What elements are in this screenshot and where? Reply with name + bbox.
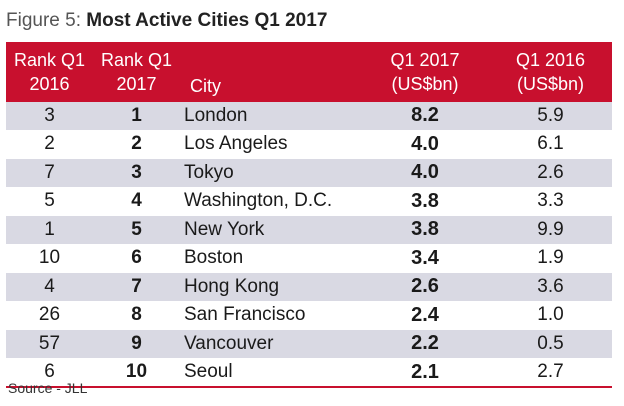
cell-q1-2017: 3.8 [361,215,489,245]
table-row: 2 2 Los Angeles 4.0 6.1 [6,130,612,159]
table-header: Rank Q1 2016 Rank Q1 2017 City Q1 2017 (US$… [6,42,612,102]
table-row: 1 5 New York 3.8 9.9 [6,215,612,245]
cell-city: Washington, D.C. [180,187,361,216]
source-note: Source - JLL [8,380,88,396]
cell-rank-2017: 8 [93,301,180,330]
cell-city: New York [180,215,361,245]
table-body: 3 1 London 8.2 5.9 2 2 Los Angeles 4.0 6.1 7 3 Tokyo… [6,102,612,388]
header-city: City [180,42,361,102]
header-row: Rank Q1 2016 Rank Q1 2017 City Q1 2017 (US$… [6,42,612,102]
header-q1-2017: Q1 2017 (US$bn) [361,42,489,102]
cell-rank-2016: 7 [6,158,93,188]
cell-q1-2017: 4.0 [361,130,489,159]
cell-city: Tokyo [180,158,361,188]
cell-city: Los Angeles [180,130,361,159]
cell-q1-2017: 4.0 [361,158,489,188]
cell-rank-2017: 3 [93,158,180,188]
cell-rank-2016: 3 [6,102,93,131]
cell-city: Hong Kong [180,272,361,302]
cell-q1-2016: 3.3 [489,187,612,216]
cell-rank-2016: 5 [6,187,93,216]
cell-q1-2017: 3.8 [361,187,489,216]
cell-rank-2017: 5 [93,215,180,245]
cell-rank-2017: 7 [93,272,180,302]
cell-rank-2016: 4 [6,272,93,302]
cell-city: Vancouver [180,329,361,359]
cell-q1-2017: 2.1 [361,358,489,388]
table-row: 57 9 Vancouver 2.2 0.5 [6,329,612,359]
cell-q1-2016: 2.6 [489,158,612,188]
table-row: 26 8 San Francisco 2.4 1.0 [6,301,612,330]
figure-title: Figure 5: Most Active Cities Q1 2017 [6,6,327,36]
cell-rank-2017: 6 [93,244,180,273]
table-row: 10 6 Boston 3.4 1.9 [6,244,612,273]
cell-q1-2017: 3.4 [361,244,489,273]
cell-q1-2017: 8.2 [361,102,489,131]
most-active-cities-table: Rank Q1 2016 Rank Q1 2017 City Q1 2017 (US$… [6,42,612,388]
cell-q1-2017: 2.6 [361,272,489,302]
cell-rank-2016: 1 [6,215,93,245]
cell-q1-2017: 2.2 [361,329,489,359]
figure-label: Figure 5: [6,10,87,31]
cell-rank-2016: 6 [6,358,93,388]
table-row: 3 1 London 8.2 5.9 [6,102,612,131]
header-q1-2016: Q1 2016 (US$bn) [489,42,612,102]
header-rank-2017: Rank Q1 2017 [93,42,180,102]
cell-q1-2016: 6.1 [489,130,612,159]
cell-rank-2017: 1 [93,102,180,131]
cell-q1-2016: 9.9 [489,215,612,245]
table-row: 5 4 Washington, D.C. 3.8 3.3 [6,187,612,216]
cell-q1-2016: 5.9 [489,102,612,131]
cell-rank-2017: 4 [93,187,180,216]
cell-city: San Francisco [180,301,361,330]
table-row: 7 3 Tokyo 4.0 2.6 [6,158,612,188]
cell-q1-2016: 1.9 [489,244,612,273]
cell-city: Seoul [180,358,361,388]
figure-title-text: Most Active Cities Q1 2017 [86,10,328,31]
table-row: 6 10 Seoul 2.1 2.7 [6,358,612,388]
cell-q1-2016: 1.0 [489,301,612,330]
header-rank-2016: Rank Q1 2016 [6,42,93,102]
table-row: 4 7 Hong Kong 2.6 3.6 [6,272,612,302]
cell-city: Boston [180,244,361,273]
cell-city: London [180,102,361,131]
cell-q1-2016: 2.7 [489,358,612,388]
cell-rank-2016: 26 [6,301,93,330]
cell-rank-2017: 10 [93,358,180,388]
cell-rank-2017: 2 [93,130,180,159]
cell-q1-2016: 0.5 [489,329,612,359]
cell-rank-2016: 2 [6,130,93,159]
cell-rank-2016: 10 [6,244,93,273]
cell-q1-2017: 2.4 [361,301,489,330]
cell-rank-2017: 9 [93,329,180,359]
cell-rank-2016: 57 [6,329,93,359]
cell-q1-2016: 3.6 [489,272,612,302]
